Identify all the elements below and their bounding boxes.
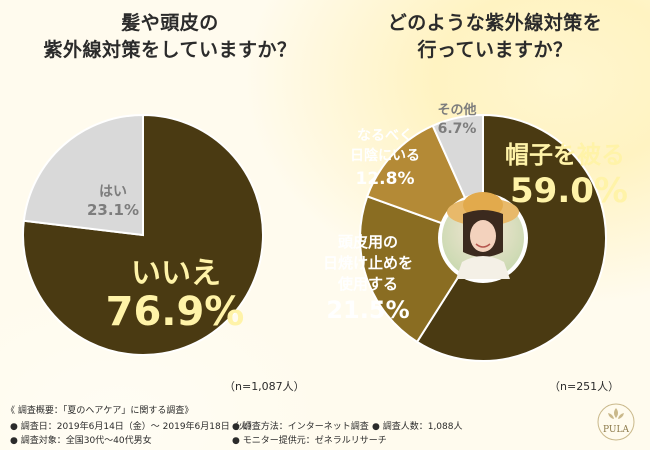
left-pie-labels: はい 23.1% いいえ 76.9% — [87, 184, 244, 335]
right-title-line1: どのような紫外線対策を — [387, 12, 603, 34]
label-other: その他 — [437, 102, 476, 118]
label-sunscreen-line3: 使用する — [337, 275, 398, 293]
value-iie: 76.9% — [106, 289, 245, 335]
right-chart-title: どのような紫外線対策を 行っていますか？ — [350, 10, 640, 64]
value-other: 6.7% — [438, 121, 477, 137]
right-pie-labels: 帽子を被る 59.0% なるべく 日陰にいる 12.8% その他 6.7% 頭皮… — [323, 102, 628, 324]
value-sunscreen: 21.5% — [326, 296, 409, 324]
survey-date: ● 調査日：2019年6月14日（金）～ 2019年6月18日（火） — [10, 422, 257, 432]
label-sunscreen-line1: 頭皮用の — [338, 233, 398, 251]
label-hat: 帽子を被る — [505, 141, 625, 169]
label-shade-line1: なるべく — [357, 128, 413, 144]
survey-target: ● 調査対象：全国30代～40代男女 — [10, 436, 152, 446]
right-sample-size: （n=251人） — [549, 380, 620, 393]
value-hai: 23.1% — [87, 201, 139, 219]
survey-method: ● 調査方法：インターネット調査 — [232, 422, 369, 432]
left-chart-title: 髪や頭皮の 紫外線対策をしていますか？ — [30, 10, 310, 64]
pie-slice-hai — [22, 113, 144, 237]
survey-overview-title: 《 調査概要：「夏のヘアケア」に関する調査》 — [6, 406, 194, 416]
label-iie: いいえ — [131, 256, 221, 291]
label-shade-line2: 日陰にいる — [350, 147, 420, 164]
pula-logo: PULA — [597, 403, 635, 441]
label-sunscreen-line2: 日焼け止めを — [323, 254, 413, 272]
survey-count: ● 調査人数：1,088人 — [372, 422, 463, 432]
right-title-line2: 行っていますか？ — [417, 39, 573, 61]
value-hat: 59.0% — [510, 171, 628, 211]
survey-provider: ● モニター提供元：ゼネラルリサーチ — [232, 436, 387, 446]
svg-text:PULA: PULA — [603, 425, 629, 435]
left-title-line2: 紫外線対策をしていますか？ — [43, 39, 297, 61]
left-pie — [22, 113, 264, 356]
woman-in-hat-photo — [438, 192, 528, 283]
label-hai: はい — [99, 184, 127, 200]
left-sample-size: （n=1,087人） — [224, 380, 305, 393]
value-shade: 12.8% — [356, 169, 415, 189]
left-title-line1: 髪や頭皮の — [121, 12, 219, 34]
